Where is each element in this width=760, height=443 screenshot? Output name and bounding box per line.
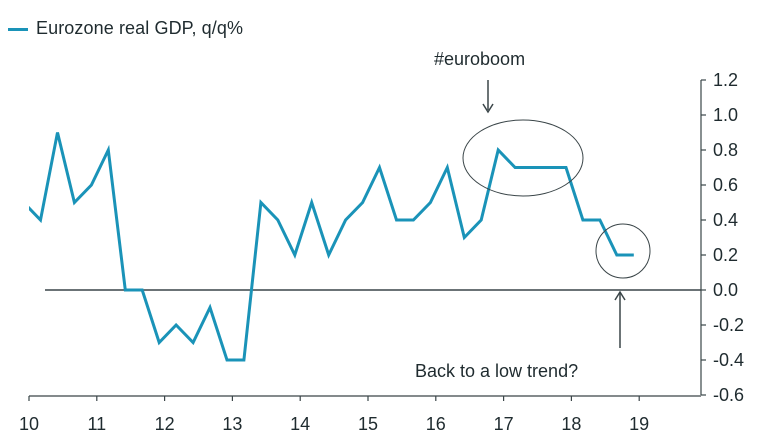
legend: Eurozone real GDP, q/q% bbox=[8, 18, 243, 39]
arrow-up-icon bbox=[614, 290, 626, 301]
euroboom-ellipse bbox=[462, 119, 584, 197]
arrow-down-icon bbox=[482, 103, 494, 114]
y-tick-label: -0.2 bbox=[713, 315, 744, 335]
series-line bbox=[29, 132, 634, 362]
y-tick-label: -0.6 bbox=[713, 385, 744, 405]
series-layer bbox=[29, 132, 634, 362]
y-tick-label: 0.0 bbox=[713, 280, 738, 300]
annotations: #euroboom Back to a low trend? bbox=[415, 49, 651, 381]
x-tick-label: 18 bbox=[561, 414, 581, 434]
y-tick-label: 0.8 bbox=[713, 140, 738, 160]
x-tick-label: 13 bbox=[222, 414, 242, 434]
y-tick-label: 1.2 bbox=[713, 70, 738, 90]
x-tick-label: 17 bbox=[494, 414, 514, 434]
y-tick-label: 0.2 bbox=[713, 245, 738, 265]
y-tick-label: -0.4 bbox=[713, 350, 744, 370]
x-tick-label: 14 bbox=[290, 414, 310, 434]
legend-swatch bbox=[8, 28, 28, 31]
y-tick-label: 0.6 bbox=[713, 175, 738, 195]
x-tick-label: 15 bbox=[358, 414, 378, 434]
low-trend-label: Back to a low trend? bbox=[415, 361, 578, 381]
low-trend-circle bbox=[595, 223, 651, 279]
y-tick-label: 0.4 bbox=[713, 210, 738, 230]
x-tick-label: 11 bbox=[87, 414, 106, 434]
euroboom-label: #euroboom bbox=[434, 49, 525, 69]
axes: 10 11 12 13 14 15 16 17 18 19 1.2 1.0 0.8 0.6 0.4 0.2 0.… bbox=[19, 70, 744, 434]
x-tick-label: 16 bbox=[426, 414, 446, 434]
legend-label: Eurozone real GDP, q/q% bbox=[36, 18, 244, 38]
x-tick-label: 12 bbox=[155, 414, 175, 434]
x-tick-label: 10 bbox=[19, 414, 39, 434]
x-tick-label: 19 bbox=[629, 414, 649, 434]
y-tick-label: 1.0 bbox=[713, 105, 738, 125]
